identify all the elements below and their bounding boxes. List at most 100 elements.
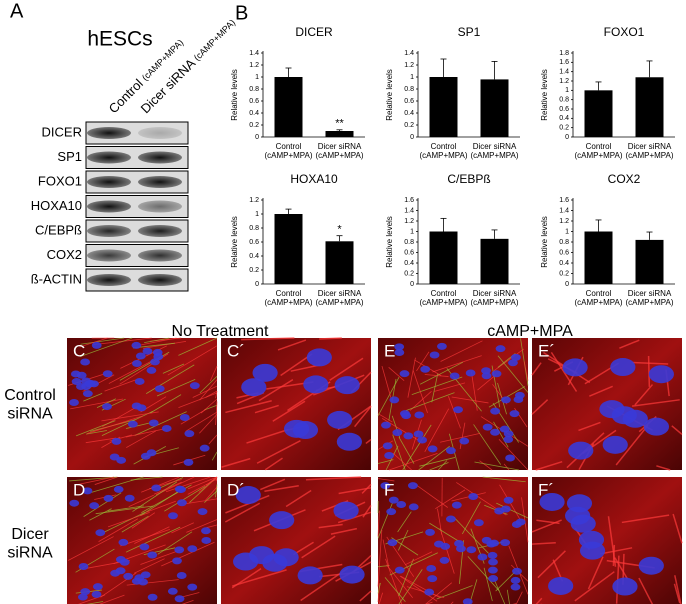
bar xyxy=(635,239,664,284)
nucleus xyxy=(403,432,414,440)
y-tick-label: 1.2 xyxy=(249,197,259,204)
micrograph-label: E´ xyxy=(538,341,555,360)
fiber xyxy=(89,508,112,521)
nucleus xyxy=(386,508,397,516)
fiber xyxy=(199,414,218,434)
fiber xyxy=(424,374,449,377)
nucleus xyxy=(139,543,150,551)
nucleus xyxy=(399,370,410,378)
fiber xyxy=(537,550,566,579)
fiber xyxy=(459,422,466,450)
nucleus xyxy=(189,382,200,390)
nucleus xyxy=(167,587,178,595)
nucleus xyxy=(82,390,93,398)
nucleus xyxy=(401,412,412,420)
fiber xyxy=(672,513,683,544)
fiber xyxy=(386,564,413,598)
nucleus xyxy=(488,566,498,574)
nucleus xyxy=(113,485,124,493)
x-tick-label: Control (cAMP+MPA) xyxy=(574,289,622,307)
nucleus xyxy=(174,485,185,493)
blot-band xyxy=(87,176,131,188)
fiber xyxy=(91,476,144,493)
fiber xyxy=(83,492,122,517)
y-tick-label: 1.8 xyxy=(559,50,569,57)
nucleus xyxy=(488,575,499,583)
y-tick-label: 0.6 xyxy=(559,106,569,113)
nucleus xyxy=(76,371,87,379)
row-label: Dicer siRNA xyxy=(7,526,53,561)
fiber xyxy=(225,494,270,514)
fiber xyxy=(412,370,428,414)
fiber xyxy=(186,519,218,533)
fiber xyxy=(165,476,211,493)
blot-band xyxy=(138,225,182,237)
fiber xyxy=(141,337,177,346)
bar xyxy=(325,131,354,137)
blot-band xyxy=(87,225,131,237)
fiber xyxy=(493,348,525,371)
nucleus xyxy=(490,428,500,436)
fiber xyxy=(125,428,166,438)
nucleus xyxy=(396,501,407,509)
nucleus xyxy=(429,351,440,359)
nucleus xyxy=(135,352,146,360)
fiber xyxy=(171,522,194,534)
nucleus xyxy=(387,539,398,547)
nucleus xyxy=(602,435,628,454)
fiber xyxy=(205,390,218,398)
fiber xyxy=(200,398,218,414)
y-tick-label: 0 xyxy=(410,134,414,141)
fiber xyxy=(674,575,682,604)
fiber xyxy=(431,373,439,403)
nucleus xyxy=(499,425,510,433)
nucleus xyxy=(174,595,185,603)
nucleus xyxy=(462,598,473,604)
fiber xyxy=(104,379,136,392)
fiber xyxy=(359,590,372,602)
fiber xyxy=(578,421,601,432)
fiber xyxy=(503,463,510,471)
nucleus xyxy=(172,557,182,565)
fiber xyxy=(221,457,251,468)
nucleus xyxy=(512,567,522,575)
error-bar xyxy=(285,208,292,214)
fiber xyxy=(108,360,153,384)
fiber xyxy=(86,430,107,435)
fiber xyxy=(621,514,670,524)
fiber xyxy=(79,337,133,358)
y-tick-label: 1.2 xyxy=(404,218,414,225)
micrograph-bg xyxy=(67,338,217,470)
fiber xyxy=(215,476,218,482)
y-tick-label: 0.6 xyxy=(559,249,569,256)
fiber xyxy=(477,374,497,391)
fiber xyxy=(103,511,146,533)
blot-band xyxy=(138,176,182,188)
chart-title: C/EBPß xyxy=(447,172,490,186)
fiber xyxy=(264,457,283,471)
nucleus xyxy=(147,593,158,601)
fiber xyxy=(192,385,218,398)
nucleus xyxy=(599,400,625,419)
micrograph: F xyxy=(377,476,529,604)
fiber xyxy=(535,460,563,471)
error-bar xyxy=(285,67,292,77)
nucleus xyxy=(140,452,151,460)
bar xyxy=(584,231,613,284)
nucleus xyxy=(473,519,484,527)
fiber xyxy=(413,483,448,508)
y-tick-label: 1.4 xyxy=(559,69,569,76)
nucleus xyxy=(148,419,159,427)
nucleus xyxy=(510,576,521,584)
blot-row-label: HOXA10 xyxy=(31,198,82,213)
nucleus xyxy=(643,417,670,436)
nucleus xyxy=(408,503,419,511)
blot-row-label: ß-ACTIN xyxy=(31,271,82,286)
micrograph-label: D xyxy=(73,480,85,499)
fiber xyxy=(378,592,384,604)
cell-line: hESCs xyxy=(87,28,152,51)
nucleus xyxy=(201,536,212,544)
fiber xyxy=(450,601,454,604)
fiber xyxy=(131,512,156,529)
fiber xyxy=(671,425,683,435)
